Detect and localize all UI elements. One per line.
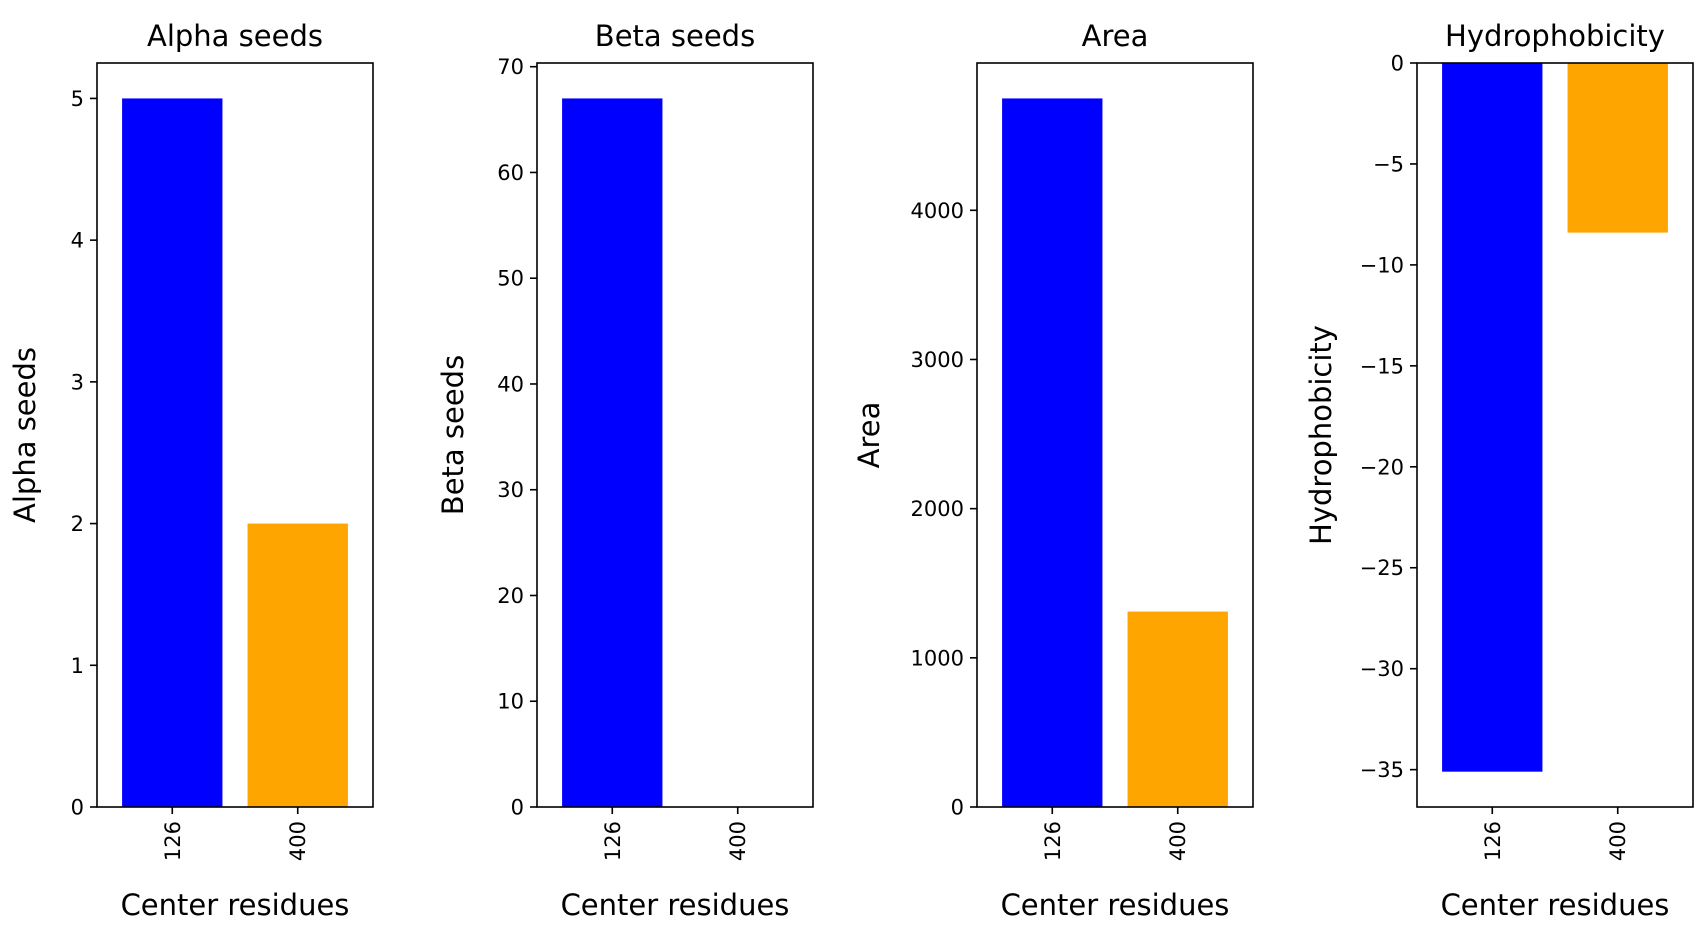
x-tick-label-126: 126 xyxy=(1481,821,1505,861)
y-tick-label: 0 xyxy=(1391,52,1404,76)
x-axis-label: Center residues xyxy=(1441,888,1670,922)
y-tick-label: 2000 xyxy=(911,497,964,521)
y-axis-label: Hydrophobicity xyxy=(1304,325,1338,545)
y-axis-label: Beta seeds xyxy=(436,355,470,515)
bar-126 xyxy=(1442,63,1543,772)
x-tick-label-126: 126 xyxy=(601,821,625,861)
y-axis-label: Alpha seeds xyxy=(8,347,42,523)
y-tick-label: −10 xyxy=(1360,253,1404,277)
x-tick-label-400: 400 xyxy=(1606,821,1630,861)
y-tick-label: −15 xyxy=(1360,354,1404,378)
x-tick-label-126: 126 xyxy=(1041,821,1065,861)
subplot-4: 0 −5 −10 −15 −20 −25 −30 −35 126 400 Hydrophobicit… xyxy=(1304,19,1694,922)
y-tick-label: 70 xyxy=(497,55,524,79)
y-tick-label: −35 xyxy=(1360,758,1404,782)
y-tick-label: 50 xyxy=(497,267,524,291)
x-axis-label: Center residues xyxy=(1001,888,1230,922)
y-tick-label: 3000 xyxy=(911,348,964,372)
y-tick-label: 0 xyxy=(71,796,84,820)
chart-title: Alpha seeds xyxy=(147,19,323,53)
plot-frame xyxy=(536,62,814,808)
plot-frame xyxy=(976,62,1254,808)
plot-frame xyxy=(1416,62,1694,808)
bar-126 xyxy=(122,98,223,808)
x-tick-label-400: 400 xyxy=(726,821,750,861)
x-tick-label-400: 400 xyxy=(286,821,310,861)
x-tick-label-126: 126 xyxy=(161,821,185,861)
bar-126 xyxy=(562,98,663,808)
subplot-2: 0 10 20 30 40 50 60 70 126 400 Beta seeds Center re… xyxy=(436,19,814,922)
bar-400 xyxy=(1567,63,1668,233)
y-tick-label: 3 xyxy=(71,370,84,394)
y-axis-label: Area xyxy=(852,402,886,469)
y-tick-label: −5 xyxy=(1373,152,1404,176)
chart-title: Area xyxy=(1082,19,1149,53)
chart-title: Beta seeds xyxy=(595,19,755,53)
y-tick-label: 20 xyxy=(497,584,524,608)
subplot-1: 0 1 2 3 4 5 126 400 Alpha seeds Center residues Al… xyxy=(8,19,374,922)
y-tick-label: 4000 xyxy=(911,199,964,223)
bar-400 xyxy=(247,523,348,807)
bar-126 xyxy=(1002,98,1103,808)
subplot-3: 0 1000 2000 3000 4000 126 400 Area Center residu… xyxy=(852,19,1254,922)
y-tick-label: 30 xyxy=(497,478,524,502)
y-tick-label: 40 xyxy=(497,372,524,396)
y-tick-label: 10 xyxy=(497,690,524,714)
y-tick-label: 60 xyxy=(497,161,524,185)
bar-400 xyxy=(1127,611,1228,807)
y-tick-label: 1000 xyxy=(911,646,964,670)
y-tick-label: 1 xyxy=(71,654,84,678)
y-tick-label: 0 xyxy=(511,796,524,820)
x-axis-label: Center residues xyxy=(121,888,350,922)
chart-title: Hydrophobicity xyxy=(1445,19,1665,53)
y-tick-label: 2 xyxy=(71,512,84,536)
y-tick-label: −25 xyxy=(1360,556,1404,580)
y-tick-label: −30 xyxy=(1360,657,1404,681)
y-tick-label: 5 xyxy=(71,87,84,111)
plot-frame xyxy=(96,62,374,808)
y-tick-label: 0 xyxy=(951,796,964,820)
x-tick-label-400: 400 xyxy=(1166,821,1190,861)
y-tick-label: 4 xyxy=(71,229,84,253)
y-tick-label: −20 xyxy=(1360,455,1404,479)
x-axis-label: Center residues xyxy=(561,888,790,922)
